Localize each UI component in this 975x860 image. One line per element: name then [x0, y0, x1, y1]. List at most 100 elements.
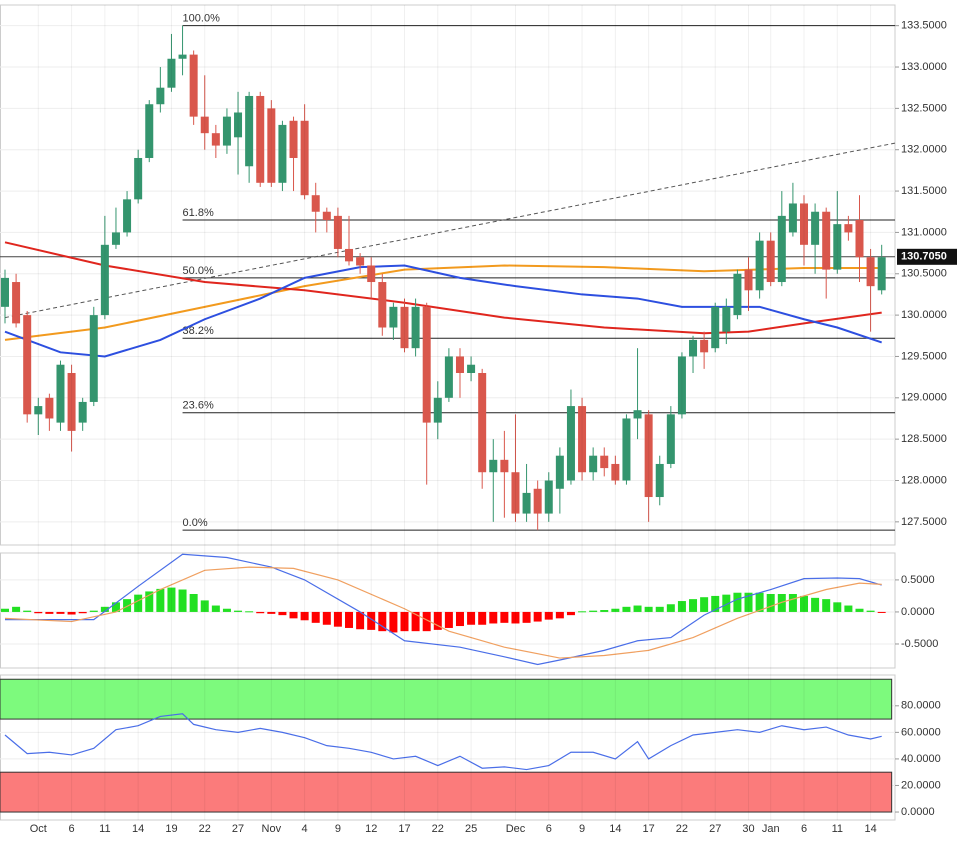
macd-histogram-bar [511, 611, 520, 624]
candle-body [411, 306, 420, 349]
candle-body [278, 124, 287, 183]
x-tick-label: 9 [335, 823, 341, 835]
macd-histogram-bar [522, 611, 531, 623]
rsi-zone [0, 678, 893, 720]
y-tick-label: 128.0000 [901, 474, 947, 486]
x-tick-label: 6 [69, 823, 75, 835]
candle-body [322, 211, 331, 221]
macd-histogram-bar [833, 602, 842, 612]
macd-histogram-bar [800, 595, 809, 612]
macd-histogram-bar [111, 602, 120, 612]
candle-body [134, 157, 143, 200]
y-tick-label: 60.0000 [901, 726, 941, 738]
macd-histogram-bar [589, 610, 598, 612]
candle-body [744, 269, 753, 291]
candle-body [167, 58, 176, 88]
rsi-zone [0, 771, 893, 813]
macd-histogram-bar [56, 611, 65, 614]
macd-histogram-bar [211, 605, 220, 612]
x-tick-label: 22 [676, 823, 688, 835]
macd-histogram-bar [555, 611, 564, 619]
x-tick-label: 12 [365, 823, 377, 835]
macd-histogram-bar [744, 592, 753, 612]
macd-histogram-bar [12, 606, 21, 612]
x-tick-label: 22 [199, 823, 211, 835]
macd-histogram-bar [700, 597, 709, 612]
macd-histogram-bar [278, 611, 287, 616]
candle-body [234, 112, 243, 138]
macd-histogram-bar [400, 611, 409, 632]
macd-histogram-bar [600, 610, 609, 612]
macd-histogram-bar [444, 611, 453, 628]
candle-body [555, 455, 564, 489]
macd-histogram-bar [322, 611, 331, 625]
candle-body [345, 248, 354, 262]
macd-histogram-bar [34, 611, 43, 614]
moving-average [4, 264, 882, 341]
macd-histogram-bar [333, 611, 342, 627]
rsi-line [4, 713, 882, 771]
x-tick-label: 4 [302, 823, 308, 835]
macd-histogram-bar [345, 611, 354, 628]
candle-body [89, 315, 98, 402]
macd-histogram-bar [500, 611, 509, 623]
moving-average [4, 264, 883, 358]
macd-histogram-bar [877, 611, 886, 613]
candle-body [766, 240, 775, 283]
candle-body [544, 480, 553, 514]
y-tick-label: 20.0000 [901, 779, 941, 791]
candle-body [400, 306, 409, 349]
x-tick-label: 27 [232, 823, 244, 835]
macd-histogram-bar [666, 604, 675, 612]
y-tick-label: 127.5000 [901, 516, 947, 528]
macd-histogram-bar [578, 611, 587, 613]
candle-body [589, 455, 598, 473]
y-tick-label: 0.0000 [901, 606, 935, 618]
macd-histogram-bar [611, 608, 620, 612]
candle-body [200, 116, 209, 134]
y-tick-label: 0.0000 [901, 806, 935, 818]
candle-body [811, 211, 820, 245]
y-tick-label: 132.0000 [901, 144, 947, 156]
candle-body [422, 306, 431, 423]
candle-body [500, 459, 509, 473]
candle-body [222, 116, 231, 146]
macd-histogram-bar [145, 591, 154, 612]
candle-body [0, 277, 9, 307]
macd-histogram-bar [23, 610, 32, 612]
candle-body [655, 463, 664, 498]
macd-histogram-bar [644, 606, 653, 612]
candle-body [689, 339, 698, 357]
y-tick-label: 128.5000 [901, 433, 947, 445]
candle-body [777, 215, 786, 283]
macd-histogram-bar [455, 611, 464, 627]
candle-body [788, 203, 797, 233]
macd-histogram-bar [777, 594, 786, 612]
candle-body [34, 406, 43, 415]
candle-body [522, 492, 531, 514]
macd-histogram-bar [855, 608, 864, 612]
y-tick-label: 80.0000 [901, 700, 941, 712]
panel-frame [0, 674, 896, 821]
macd-histogram-bar [234, 610, 243, 612]
candle-body [844, 224, 853, 233]
candle-body [711, 306, 720, 349]
candle-body [511, 472, 520, 514]
macd-histogram-bar [311, 611, 320, 623]
x-tick-label: Jan [762, 823, 780, 835]
fib-label: 100.0% [183, 13, 221, 25]
y-tick-label: 130.0000 [901, 309, 947, 321]
panel-frame [0, 4, 896, 546]
macd-histogram-bar [411, 611, 420, 632]
x-tick-label: Oct [30, 823, 47, 835]
y-tick-label: 131.0000 [901, 226, 947, 238]
candle-body [23, 315, 32, 415]
macd-histogram-bar [156, 588, 165, 612]
candle-body [833, 224, 842, 270]
x-tick-label: Dec [506, 823, 526, 835]
last-price-box [897, 248, 957, 265]
macd-histogram-bar [267, 611, 276, 614]
macd-histogram-bar [655, 606, 664, 612]
candle-body [877, 257, 886, 291]
